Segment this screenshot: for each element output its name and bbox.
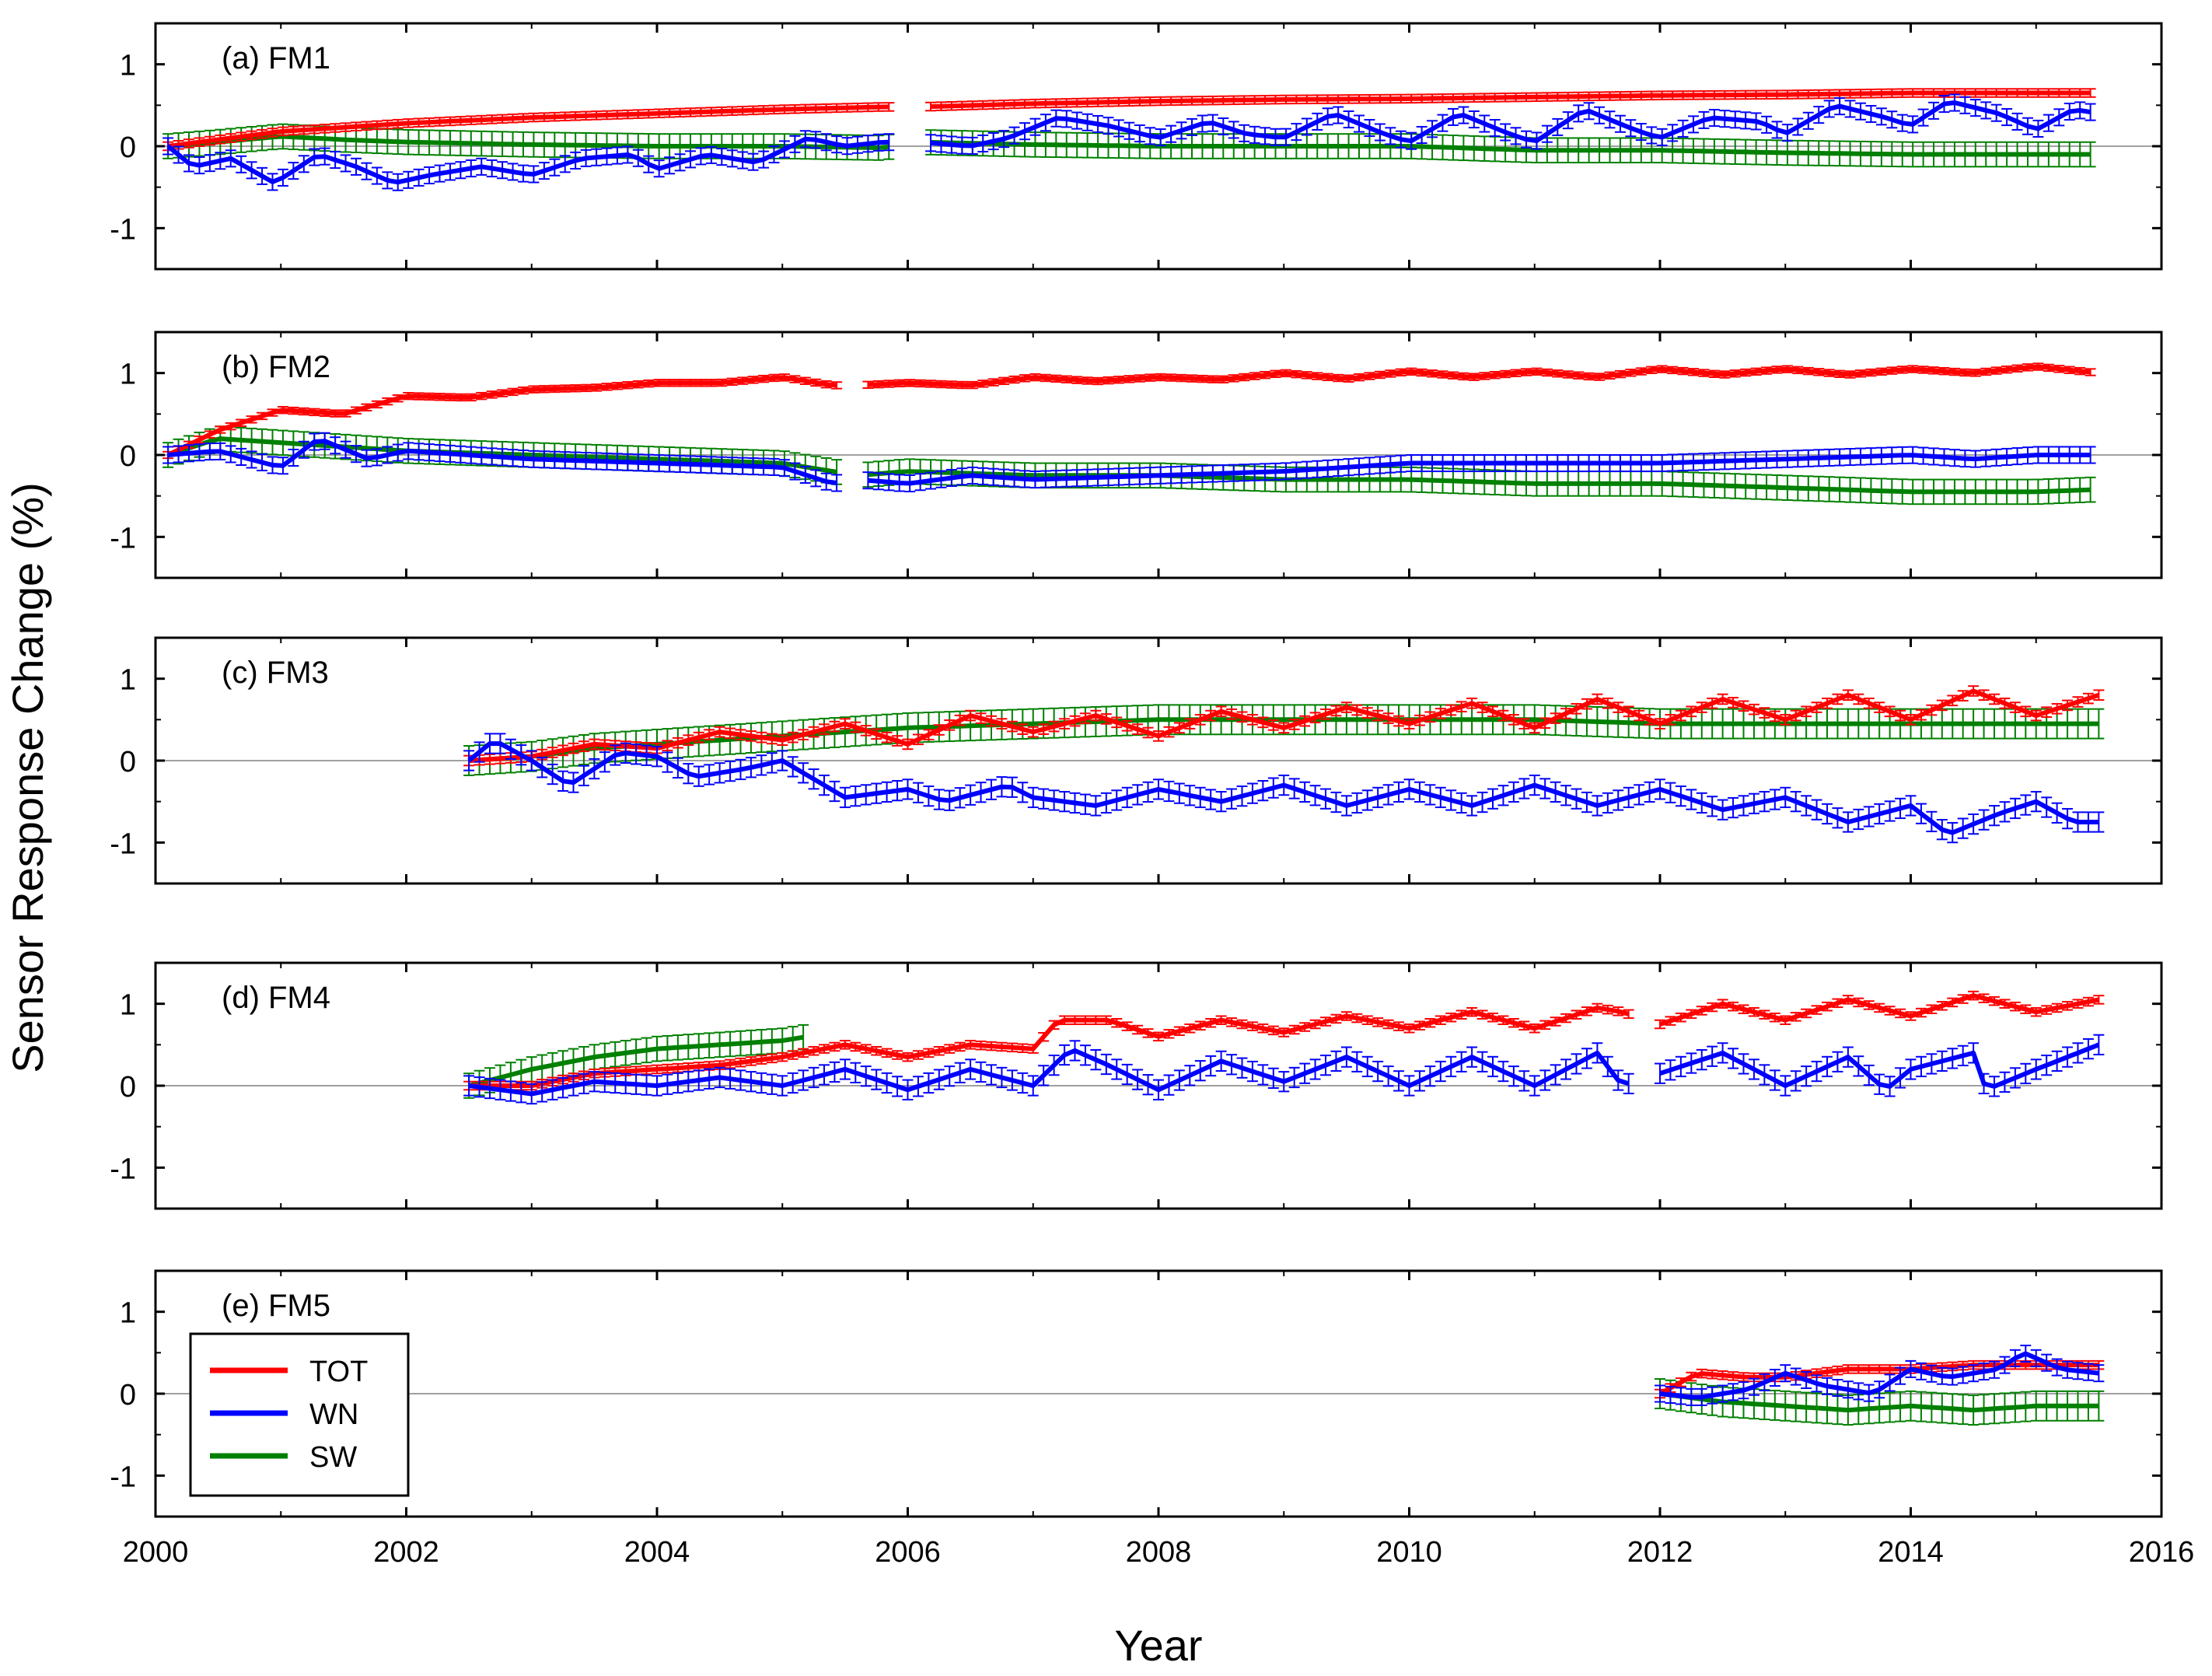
series-line — [931, 90, 2091, 109]
panel-4: 1 0 -1 (d) FM4 — [110, 961, 2163, 1210]
series-tot — [463, 685, 2105, 767]
series-line — [868, 364, 2091, 388]
y-tick-label: 0 — [120, 440, 136, 473]
y-tick-label: 0 — [120, 131, 136, 164]
panel-1: 1 0 -1 (a) FM1 — [110, 22, 2163, 271]
series-line — [166, 136, 889, 185]
y-tick-label: -1 — [110, 522, 136, 555]
panel-2: 1 0 -1 (b) FM2 — [110, 331, 2163, 579]
y-tick-label: -1 — [110, 1153, 136, 1185]
series-wn — [463, 733, 2105, 844]
y-tick-label: -1 — [110, 213, 136, 246]
series-line — [930, 100, 2091, 149]
series-line — [468, 688, 2100, 763]
series-line — [166, 375, 837, 457]
series-line — [868, 453, 2091, 486]
series-sw — [463, 1023, 809, 1099]
y-tick-label: 1 — [120, 664, 136, 697]
panel-label: (a) FM1 — [222, 41, 330, 75]
y-tick-label: -1 — [110, 828, 136, 860]
series-tot — [162, 362, 2096, 460]
series-wn — [162, 93, 2096, 191]
series-sw — [162, 425, 2096, 506]
series-line — [167, 104, 889, 149]
series-tot — [162, 88, 2096, 152]
panel-label: (c) FM3 — [222, 656, 329, 690]
panel-label: (d) FM4 — [222, 981, 330, 1015]
y-tick-label: 1 — [120, 359, 136, 391]
y-tick-label: 1 — [120, 50, 136, 82]
series-line — [167, 439, 837, 485]
series-line — [868, 469, 2091, 495]
panel-label: (b) FM2 — [222, 350, 330, 384]
y-tick-label: 0 — [120, 746, 136, 779]
series-line — [931, 140, 2091, 157]
y-tick-label: 0 — [120, 1071, 136, 1104]
series-wn — [162, 432, 2096, 493]
panel-3: 1 0 -1 (c) FM3 — [110, 636, 2163, 885]
series-line — [467, 741, 2099, 835]
panels-group: 1 0 -1 (a) FM1 1 0 -1 (b) FM2 1 0 -1 (c) FM3 1 0 -1 (d)… — [110, 22, 2194, 1569]
y-tick-label: 1 — [120, 989, 136, 1022]
